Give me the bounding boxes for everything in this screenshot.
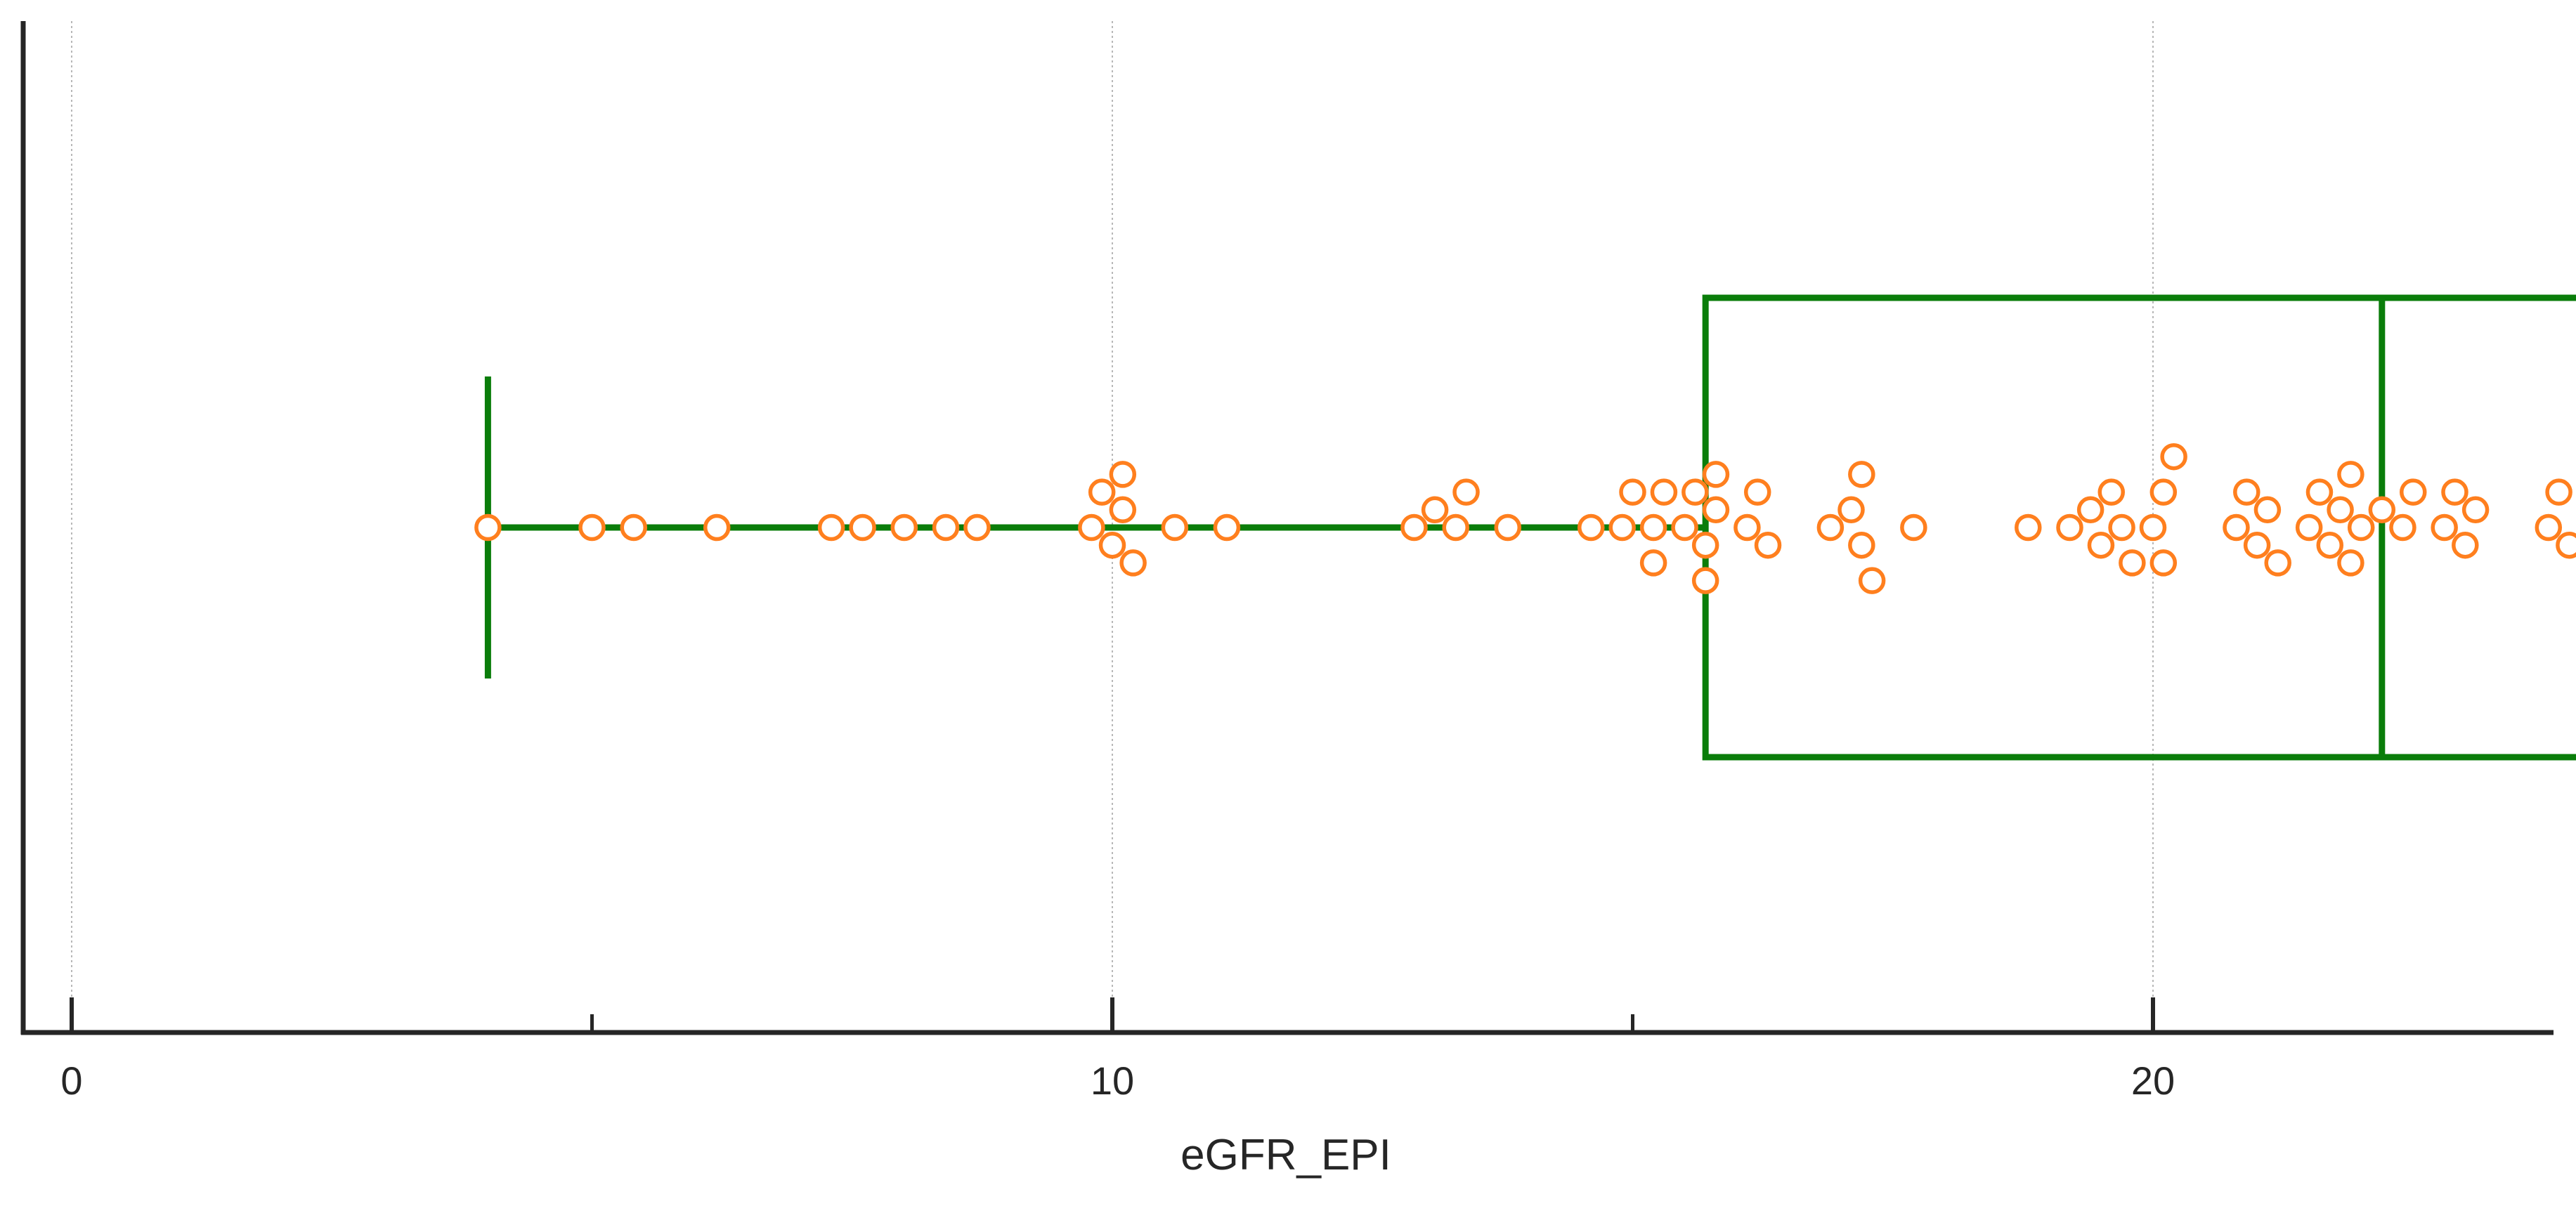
data-point-58: [2264, 549, 2291, 577]
data-point-8: [963, 513, 991, 542]
data-point-29: [1681, 478, 1709, 506]
data-point-74: [2545, 478, 2572, 506]
data-point-2: [620, 513, 647, 542]
data-point-55: [2233, 478, 2260, 506]
data-point-73: [2535, 513, 2563, 542]
data-point-17: [1400, 513, 1428, 542]
data-point-20: [1452, 478, 1480, 506]
box-iqr: [1702, 294, 2576, 761]
data-point-75: [2556, 531, 2576, 559]
data-point-42: [1900, 513, 1927, 542]
data-point-43: [2015, 513, 2042, 542]
data-point-46: [2087, 531, 2115, 559]
data-point-38: [1837, 496, 1865, 524]
data-point-1: [578, 513, 606, 542]
data-point-5: [849, 513, 876, 542]
data-point-65: [2347, 513, 2375, 542]
data-point-37: [1816, 513, 1845, 542]
data-point-54: [2223, 513, 2250, 542]
data-point-48: [2108, 513, 2135, 542]
data-point-69: [2431, 513, 2458, 542]
data-point-64: [2337, 461, 2364, 488]
data-point-19: [1442, 513, 1469, 542]
data-point-11: [1098, 531, 1126, 559]
axes: [20, 21, 2554, 1035]
tick-label-0: 0: [60, 1058, 82, 1103]
data-point-9: [1078, 513, 1105, 542]
data-point-49: [2119, 549, 2146, 577]
x-axis-title: eGFR_EPI: [1180, 1131, 1391, 1179]
data-point-52: [2149, 549, 2178, 577]
data-point-62: [2327, 496, 2354, 524]
data-point-12: [1109, 496, 1137, 524]
data-point-30: [1691, 531, 1719, 559]
data-point-27: [1650, 478, 1678, 506]
data-point-16: [1213, 513, 1241, 542]
data-point-68: [2400, 478, 2427, 506]
data-point-41: [1858, 567, 1886, 594]
data-point-61: [2316, 531, 2344, 559]
data-point-22: [1578, 513, 1605, 542]
data-point-36: [1754, 531, 1782, 559]
data-point-45: [2076, 496, 2105, 524]
data-point-71: [2452, 531, 2479, 559]
data-point-7: [932, 513, 960, 542]
data-point-47: [2097, 478, 2126, 506]
data-point-35: [1743, 478, 1771, 506]
data-point-15: [1161, 513, 1189, 542]
tick-label-20: 20: [2131, 1058, 2175, 1103]
data-point-34: [1733, 513, 1761, 542]
data-point-60: [2305, 478, 2334, 506]
data-point-50: [2139, 513, 2167, 542]
data-point-10: [1088, 478, 1116, 506]
data-point-33: [1702, 461, 1730, 488]
data-point-51: [2149, 478, 2178, 506]
data-point-13: [1109, 461, 1137, 488]
data-point-31: [1691, 567, 1719, 594]
data-point-44: [2056, 513, 2083, 542]
data-point-28: [1671, 513, 1698, 542]
data-point-26: [1639, 549, 1667, 577]
data-point-63: [2337, 549, 2364, 577]
data-points: [474, 443, 2576, 594]
x-ticks: 010203040506070: [60, 997, 2175, 1103]
data-point-59: [2295, 513, 2323, 542]
data-point-0: [474, 513, 502, 542]
data-point-4: [817, 513, 845, 542]
data-point-70: [2441, 478, 2468, 506]
data-point-57: [2253, 496, 2282, 524]
data-point-40: [1848, 461, 1875, 488]
box-plot: [484, 294, 2576, 761]
tick-label-10: 10: [1091, 1058, 1134, 1103]
data-point-3: [703, 513, 731, 542]
data-point-32: [1702, 496, 1730, 524]
data-point-18: [1421, 496, 1449, 524]
data-point-39: [1848, 531, 1875, 559]
data-point-53: [2160, 443, 2187, 471]
data-point-23: [1608, 513, 1636, 542]
data-point-21: [1494, 513, 1522, 542]
data-point-25: [1639, 513, 1667, 542]
gridlines: [71, 21, 2154, 1033]
data-point-24: [1619, 478, 1646, 506]
data-point-14: [1119, 549, 1147, 577]
data-point-66: [2368, 496, 2396, 524]
data-point-6: [890, 513, 918, 542]
data-point-67: [2389, 513, 2416, 542]
data-point-72: [2461, 496, 2490, 524]
data-point-56: [2243, 531, 2271, 559]
